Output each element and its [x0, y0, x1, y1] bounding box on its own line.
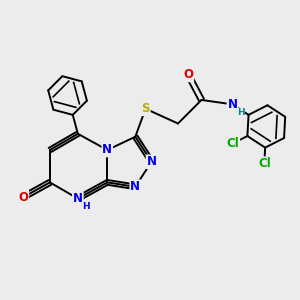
Text: Cl: Cl [226, 137, 239, 150]
Text: H: H [237, 108, 244, 117]
Text: Cl: Cl [258, 157, 271, 170]
Text: S: S [141, 102, 150, 115]
Text: O: O [183, 68, 193, 81]
Text: N: N [130, 180, 140, 193]
Text: O: O [18, 190, 28, 204]
Text: N: N [102, 143, 112, 157]
Text: N: N [227, 98, 237, 111]
Text: N: N [146, 155, 157, 168]
Text: H: H [82, 202, 90, 211]
Text: N: N [73, 192, 83, 205]
